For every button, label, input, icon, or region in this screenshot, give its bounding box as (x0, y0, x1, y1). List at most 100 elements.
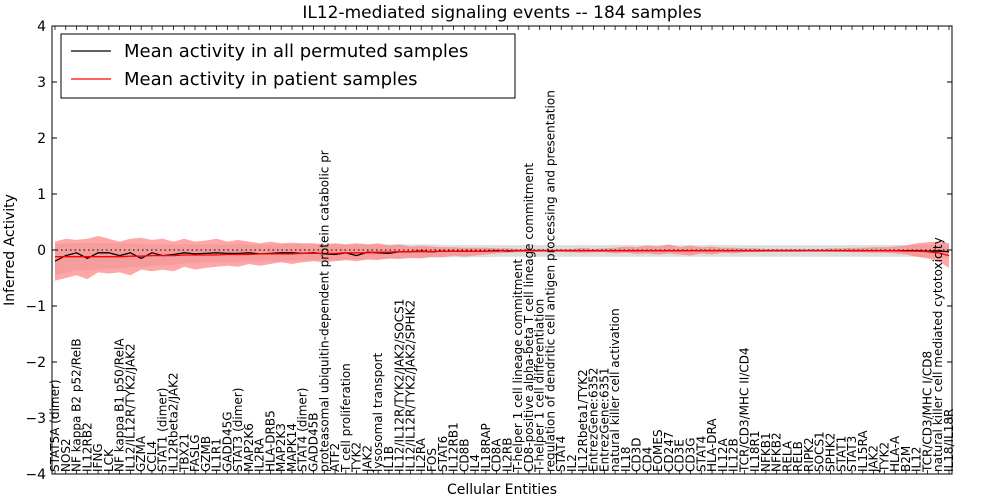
bands-layer (55, 236, 949, 281)
category-label: IL12/IL12R/TYK2/JAK2/SOCS1 (393, 299, 407, 472)
category-label: GADD45G (220, 411, 234, 472)
category-label: NOS2 (59, 438, 73, 472)
category-label: IL15RA (856, 430, 870, 472)
category-label: IL18RAP (479, 423, 493, 472)
category-label: STAT3 (dimer) (231, 388, 245, 472)
category-label: RIPK2 (802, 437, 816, 472)
y-axis-title: Inferred Activity (2, 194, 18, 306)
category-label: IL12RB1 (447, 422, 461, 472)
category-label: IL2RA (414, 437, 428, 472)
category-label: IL2RA (253, 437, 267, 472)
category-label: STAT4 (554, 436, 568, 472)
category-label: HLA-A (888, 435, 902, 472)
category-label: TYK2 (350, 442, 364, 473)
category-label: IL1R1 (210, 438, 224, 472)
category-label: IL2 (565, 454, 579, 472)
legend-label-permuted: Mean activity in all permuted samples (124, 41, 468, 62)
category-label: STAT1 (dimer) (156, 388, 170, 472)
category-label: MAP2K6 (242, 423, 256, 472)
category-label: NFKB2 (770, 432, 784, 472)
y-tick-label: 2 (37, 131, 46, 147)
category-label: IL12A (716, 438, 730, 472)
x-axis-title: Cellular Entities (447, 482, 557, 498)
category-label: JAK2 (360, 445, 374, 473)
category-label: lysosomal transport (371, 352, 385, 472)
category-label: TCR/CD3/MHC I/CD8 (921, 351, 935, 473)
category-label: SPHK2 (824, 433, 838, 472)
category-label: ATF2 (328, 443, 342, 472)
category-label: EntrezGene:6351 (597, 368, 611, 473)
category-label: CD3E (673, 439, 687, 472)
category-label: CD3D (630, 438, 644, 473)
category-label: IL2RB (500, 438, 514, 472)
category-label: NF kappa B2 p52/RelB (70, 338, 84, 472)
category-label: T-helper 1 cell lineage commitment (511, 259, 525, 473)
category-label: EntrezGene:6352 (587, 368, 601, 473)
category-label: IL12 (910, 447, 924, 473)
category-label: JAK2 (867, 445, 881, 473)
category-label: FOS (425, 448, 439, 472)
category-label: IL12Rbeta1/TYK2 (576, 369, 590, 472)
y-tick-label: 4 (37, 19, 46, 35)
category-label: IL1B (382, 446, 396, 472)
y-tick-label: −2 (25, 355, 46, 371)
category-label: GZMB (199, 436, 213, 472)
category-label: HLA-DRB5 (263, 410, 277, 472)
category-label: GZMA (134, 435, 148, 472)
category-label: LCK (102, 448, 116, 472)
category-label: TCR/CD3/MHC II/CD4 (737, 347, 751, 473)
y-tick-label: 3 (37, 75, 46, 91)
category-label: FASLG (188, 434, 202, 472)
category-label: TYK2 (877, 442, 891, 473)
category-label: NFKB1 (759, 432, 773, 472)
category-label: IL12Rbeta2/JAK2 (167, 372, 181, 472)
category-label: RELA (780, 440, 794, 472)
legend-box (60, 33, 516, 99)
category-label: B2M (899, 446, 913, 472)
category-label: T cell proliferation (339, 363, 353, 473)
category-label: CD8-positive alpha-beta T cell lineage c… (522, 163, 536, 472)
category-label: IL12/IL12R/TYK2/JAK2/SPHK2 (403, 300, 417, 472)
category-label: STAT3 (845, 436, 859, 472)
category-label: MAPK14 (285, 423, 299, 472)
y-tick-label: 1 (37, 187, 46, 203)
category-label: IL18 (619, 447, 633, 473)
legend: Mean activity in all permuted samples Me… (60, 33, 516, 99)
category-label: regulation of dendritic cell antigen pro… (544, 90, 558, 472)
category-label: T-helper 1 cell differentiation (533, 299, 547, 473)
category-label: IFNG (91, 443, 105, 472)
category-label: GADD45B (307, 413, 321, 473)
y-tick-label: −3 (25, 411, 46, 427)
category-label: STAT1 (834, 436, 848, 472)
y-tick-label: 0 (37, 243, 46, 259)
category-label: STAT6 (436, 436, 450, 472)
category-label: STAT4 (694, 436, 708, 472)
category-label: natural killer cell mediated cytotoxicit… (931, 237, 945, 472)
category-label: HLA-DRA (705, 418, 719, 472)
category-label: TBX21 (177, 433, 191, 473)
category-label: RELB (791, 441, 805, 472)
chart-title: IL12-mediated signaling events -- 184 sa… (302, 3, 702, 23)
category-label: IL12B (727, 438, 741, 472)
series-line-patient (55, 249, 950, 258)
ticks-layer: −4 −3 −2 −1 0 1 2 3 4 (25, 19, 952, 483)
category-label: SOCS1 (813, 431, 827, 472)
category-label: STAT4 (dimer) (296, 388, 310, 472)
category-label: IL12RB2 (80, 422, 94, 472)
lines-layer (52, 249, 952, 262)
category-label: CD247 (662, 431, 676, 472)
category-label: MAP2K3 (274, 423, 288, 472)
y-tick-label: −1 (25, 299, 46, 315)
category-label: IL12/IL12R/TYK2/JAK2 (123, 343, 137, 472)
category-label: CD4 (640, 447, 654, 472)
category-label: EOMES (651, 429, 665, 472)
category-label: CD3G (684, 437, 698, 472)
category-label: IL4 (468, 454, 482, 472)
category-label: natural killer cell activation (608, 308, 622, 472)
category-label: CCL4 (145, 441, 159, 472)
y-tick-label: −4 (25, 467, 46, 483)
category-label: IL18R1 (748, 431, 762, 472)
